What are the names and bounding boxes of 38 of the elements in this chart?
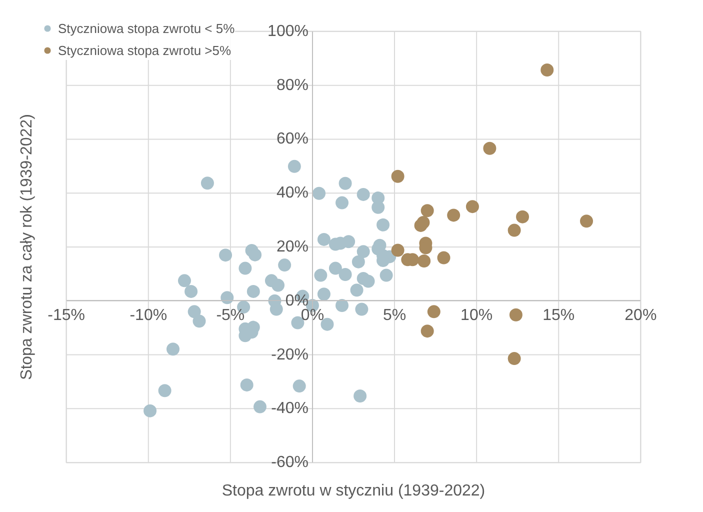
point [540, 63, 554, 76]
x-tick-label: 15% [542, 306, 575, 324]
point [483, 142, 496, 155]
point [420, 204, 434, 218]
point [508, 352, 521, 366]
point [580, 214, 594, 228]
point [427, 305, 440, 318]
y-tick-label: 20% [276, 238, 308, 256]
point [466, 200, 479, 214]
point [437, 251, 450, 264]
y-tick-label: -60% [271, 454, 308, 472]
y-axis-title: Stopa zwrotu za cały rok (1939-2022) [18, 114, 36, 380]
point [516, 210, 530, 224]
y-tick-label: -40% [271, 400, 308, 418]
y-tick-label: -20% [271, 346, 308, 364]
x-tick-label: 5% [382, 306, 406, 324]
y-tick-label: 0% [285, 292, 308, 310]
y-tick-label: 100% [268, 22, 308, 40]
point [416, 216, 430, 229]
point [391, 244, 404, 257]
x-tick-label: -10% [130, 306, 168, 324]
point [509, 308, 522, 322]
point [508, 224, 521, 237]
legend-label: Styczniowa stopa zwrotu < 5% [58, 20, 235, 36]
x-tick-label: 10% [460, 306, 493, 324]
y-tick-label: 40% [276, 184, 308, 202]
x-tick-label: 0% [300, 306, 324, 324]
point [391, 170, 404, 183]
point [420, 324, 434, 338]
legend-label: Styczniowa stopa zwrotu >5% [58, 42, 232, 58]
point [418, 254, 431, 268]
point [447, 208, 460, 222]
x-tick-label: -5% [216, 306, 245, 324]
y-tick-label: 80% [276, 76, 308, 94]
y-tick-label: 60% [276, 130, 308, 148]
x-axis-title: Stopa zwrotu w styczniu (1939-2022) [222, 482, 486, 500]
x-tick-label: 20% [624, 306, 657, 324]
x-tick-label: -15% [48, 306, 86, 324]
